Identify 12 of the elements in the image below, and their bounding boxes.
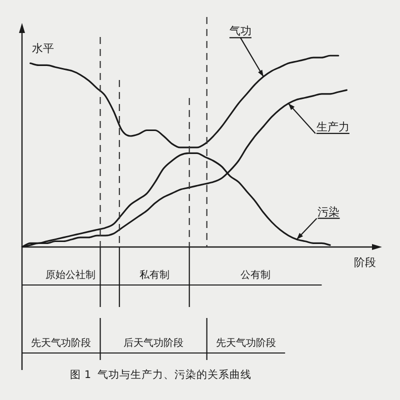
text: 气功 [229, 24, 252, 38]
text: 生产力 [316, 120, 350, 134]
text: 先天气功阶段 [216, 337, 276, 349]
text: 先天气功阶段 [31, 337, 92, 349]
text: 污染 [318, 205, 340, 218]
text: 私有制 [139, 269, 170, 281]
text: 图 1 气功与生产力、污染的关系曲线 [70, 368, 252, 381]
y-axis-title: 水平 [32, 42, 54, 55]
text: 后天气功阶段 [124, 337, 184, 349]
text: 公有制 [240, 269, 271, 281]
x-axis-title: 阶段 [354, 256, 376, 269]
text: 原始公社制 [46, 269, 96, 281]
